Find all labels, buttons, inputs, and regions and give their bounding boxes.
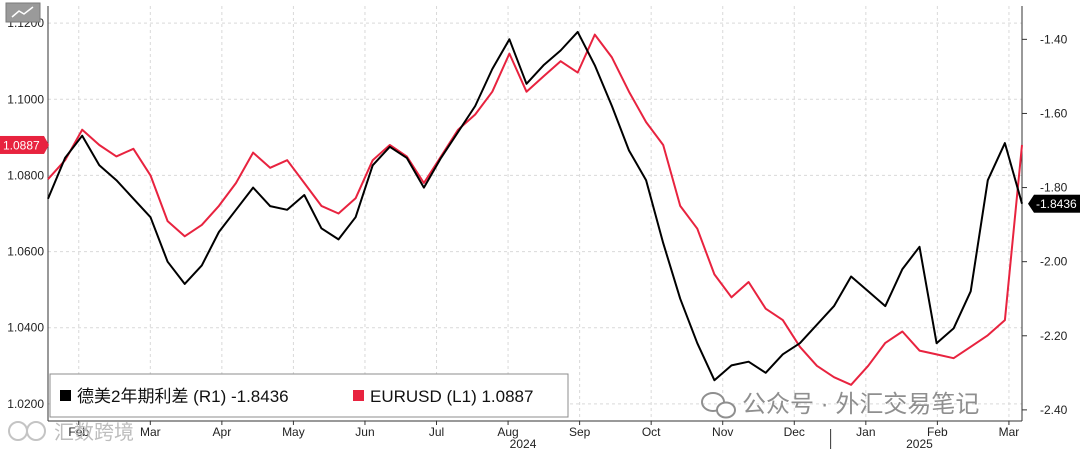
last-value-tag-spread (1034, 194, 1080, 213)
right-tick-label: -2.00 (1040, 255, 1068, 269)
last-value-label-spread: -1.8436 (1036, 197, 1077, 211)
left-tick-label: 1.0800 (7, 168, 44, 182)
watermark-text: 公众号 · 外汇交易笔记 (742, 391, 979, 418)
legend: 德美2年期利差 (R1) -1.8436 EURUSD (L1) 1.0887 (49, 373, 569, 418)
grid-lines (48, 6, 1022, 421)
left-tick-label: 1.0400 (7, 321, 44, 335)
left-tick-label: 1.0200 (7, 397, 44, 411)
x-tick-label: Mar (140, 425, 161, 439)
right-tick-label: -1.80 (1040, 181, 1068, 195)
chart-icon[interactable] (5, 2, 41, 23)
x-tick-label: Apr (213, 425, 232, 439)
x-tick-label: May (282, 425, 305, 439)
legend-swatch-r1 (60, 390, 71, 401)
right-tick-label: -2.40 (1040, 403, 1068, 417)
x-tick-label: Nov (712, 425, 733, 439)
last-value-tag-eurusd (0, 135, 44, 154)
last-value-label-eurusd: 1.0887 (3, 138, 40, 152)
x-tick-label: Feb (68, 425, 89, 439)
series-line-eurusd (47, 33, 1023, 386)
last-value-labels: 1.0887 -1.8436 (0, 135, 1080, 213)
series-line-spread (47, 30, 1023, 382)
right-tick-label: -2.20 (1040, 329, 1068, 343)
brand-logo-icon (8, 421, 46, 441)
x-tick-label: Sep (569, 425, 591, 439)
right-tick-label: -1.60 (1040, 106, 1068, 120)
brand-text: 汇数跨境 (54, 421, 134, 444)
x-tick-label: Feb (927, 425, 948, 439)
x-tick-label: Jul (429, 425, 444, 439)
left-tick-label: 1.1000 (7, 92, 44, 106)
x-tick-label: Mar (999, 425, 1020, 439)
x-tick-label: Aug (497, 425, 518, 439)
x-tick-label: Jun (355, 425, 374, 439)
series-layer (47, 30, 1023, 386)
x-year-label: 2025 (906, 437, 933, 451)
x-axis: Feb Mar Apr May Jun Jul Aug Sep Oct Nov Dec Jan Feb M… (48, 420, 1022, 451)
last-value-tag-arrow-eurusd (44, 135, 49, 154)
wechat-icon (701, 392, 736, 419)
x-year-label: 2024 (510, 437, 537, 451)
x-tick-label: Jan (856, 425, 875, 439)
right-axis: -2.40 -2.20 -2.00 -1.80 -1.60 -1.40 (1021, 6, 1068, 421)
last-value-tag-arrow-spread (1028, 194, 1034, 213)
legend-label-r1: 德美2年期利差 (R1) -1.8436 (77, 387, 289, 406)
left-tick-label: 1.0600 (7, 245, 44, 259)
x-tick-label: Oct (642, 425, 661, 439)
x-tick-label: Dec (784, 425, 805, 439)
right-tick-label: -1.40 (1040, 32, 1068, 46)
legend-label-l1: EURUSD (L1) 1.0887 (370, 387, 533, 406)
legend-swatch-l1 (353, 390, 364, 401)
brand-watermark: 汇数跨境 (8, 421, 134, 444)
watermark: 公众号 · 外汇交易笔记 (701, 391, 979, 419)
